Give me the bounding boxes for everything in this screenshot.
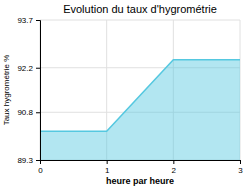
axis-line	[36, 21, 41, 161]
tick: 93.7	[17, 16, 40, 25]
tick-label: 90.8	[17, 108, 33, 117]
tick: 89.3	[17, 156, 40, 165]
tick-mark	[36, 112, 40, 113]
y-axis: 89.3 90.8 92.2 93.7	[17, 16, 40, 165]
tick: 90.8	[17, 108, 40, 117]
tick: 2	[172, 160, 177, 175]
tick-mark	[107, 160, 108, 164]
marks	[40, 60, 240, 160]
tick-label: 0	[38, 166, 43, 175]
tick-label: 89.3	[17, 156, 33, 165]
grid	[40, 20, 240, 160]
grid-line	[40, 20, 240, 21]
chart: 0 1 2 3 89.3 90.8 92.2 93.7 Evolution du taux d'…	[0, 0, 250, 188]
y-axis-title: Taux hygrométrie %	[2, 55, 11, 126]
x-axis: 0 1 2 3	[38, 160, 243, 175]
tick: 0	[38, 160, 43, 175]
tick: 92.2	[17, 64, 40, 73]
line	[40, 60, 240, 132]
area	[40, 60, 240, 160]
tick-label: 92.2	[17, 64, 33, 73]
tick-mark	[173, 160, 174, 164]
tick-mark	[240, 160, 241, 164]
tick-label: 3	[238, 166, 243, 175]
plot: 0 1 2 3 89.3 90.8 92.2 93.7	[17, 16, 243, 175]
tick-label: 1	[105, 166, 110, 175]
tick: 3	[238, 160, 243, 175]
tick-label: 93.7	[17, 16, 33, 25]
tick-mark	[36, 20, 40, 21]
tick-mark	[36, 160, 40, 161]
axis-line	[41, 161, 241, 165]
x-axis-title: heure par heure	[106, 176, 174, 186]
tick-mark	[36, 68, 40, 69]
title: Evolution du taux d'hygrométrie	[63, 3, 217, 15]
tick-label: 2	[172, 166, 177, 175]
tick: 1	[105, 160, 110, 175]
